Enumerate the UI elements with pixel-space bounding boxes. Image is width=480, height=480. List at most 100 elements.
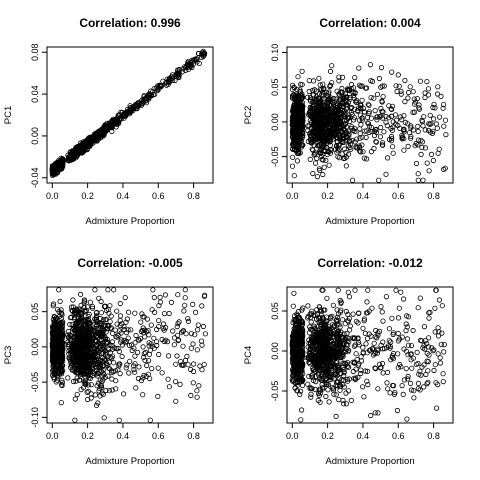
scatter-point (114, 334, 120, 340)
scatter-point (140, 314, 146, 320)
scatter-point (65, 332, 71, 338)
scatter-point (436, 114, 443, 120)
scatter-point (289, 163, 296, 169)
scatter-point (98, 382, 104, 389)
scatter-point (338, 89, 344, 95)
scatter-point (176, 67, 182, 73)
x-axis-label: Admixture Proportion (85, 216, 174, 227)
scatter-point (103, 316, 110, 322)
scatter-point (104, 336, 110, 343)
scatter-point (92, 135, 98, 141)
scatter-point (58, 348, 64, 354)
scatter-point (106, 346, 112, 353)
scatter-point (311, 114, 317, 120)
scatter-point (161, 310, 168, 317)
scatter-point (194, 347, 200, 353)
scatter-point (140, 98, 146, 105)
x-tick-label: 0.6 (152, 431, 165, 441)
x-tick-label: 0.2 (321, 431, 334, 441)
scatter-point (105, 373, 111, 379)
scatter-point (74, 151, 80, 157)
scatter-point (294, 158, 300, 164)
scatter-point (406, 130, 413, 136)
scatter-point (89, 303, 96, 310)
data-points (49, 287, 208, 423)
scatter-point (441, 123, 447, 129)
scatter-point (111, 360, 117, 366)
scatter-point (155, 393, 161, 399)
scatter-point (190, 341, 196, 347)
scatter-point (102, 374, 108, 380)
scatter-point (156, 351, 162, 358)
scatter-point (129, 342, 135, 348)
scatter-point (80, 139, 86, 145)
scatter-point (344, 102, 351, 108)
scatter-point (330, 302, 336, 308)
scatter-point (83, 375, 89, 381)
plot-frame (286, 286, 454, 424)
scatter-point (294, 86, 300, 93)
scatter-point (405, 89, 412, 96)
scatter-point (139, 311, 145, 317)
scatter-point (113, 124, 119, 130)
scatter-point (105, 339, 111, 346)
scatter-point (300, 134, 306, 140)
scatter-point (363, 85, 370, 91)
y-axis: -0.050.000.05 (270, 302, 287, 401)
x-tick-label: 0.0 (46, 191, 59, 201)
scatter-point (154, 326, 160, 333)
scatter-point (195, 322, 201, 328)
scatter-point (175, 292, 181, 298)
scatter-point (67, 356, 73, 362)
scatter-point (94, 373, 101, 379)
scatter-point (105, 287, 111, 293)
scatter-point (188, 392, 194, 398)
scatter-point (73, 378, 79, 384)
scatter-point (426, 121, 432, 127)
scatter-point (373, 139, 379, 145)
scatter-point (418, 151, 424, 157)
scatter-point (84, 341, 91, 347)
scatter-point (326, 137, 332, 143)
scatter-point (292, 122, 298, 128)
scatter-point (290, 136, 296, 142)
scatter-point (100, 129, 107, 135)
scatter-point (190, 380, 196, 386)
scatter-point (405, 95, 411, 101)
scatter-point (433, 121, 439, 127)
scatter-point (308, 130, 314, 136)
scatter-point (163, 324, 169, 331)
scatter-point (59, 379, 66, 386)
scatter-point (294, 101, 300, 108)
y-axis-label: PC4 (243, 346, 254, 364)
scatter-point (427, 112, 433, 118)
scatter-point (336, 104, 343, 110)
scatter-point (430, 157, 436, 164)
x-tick-label: 0.2 (81, 191, 94, 201)
scatter-point (149, 343, 155, 349)
scatter-point (325, 134, 332, 140)
scatter-point (383, 113, 389, 120)
scatter-point (428, 151, 435, 157)
scatter-point (352, 75, 358, 81)
scatter-point (316, 115, 322, 121)
scatter-point (117, 313, 124, 319)
scatter-point (424, 160, 430, 166)
scatter-point (87, 141, 93, 147)
scatter-point (90, 354, 96, 361)
scatter-point (388, 113, 395, 120)
scatter-point (417, 78, 423, 84)
scatter-point (126, 370, 132, 376)
scatter-point (118, 337, 124, 343)
scatter-point (94, 335, 100, 341)
y-tick-label: 0.00 (270, 113, 280, 131)
scatter-point (306, 88, 312, 95)
scatter-point (107, 366, 113, 372)
scatter-point (441, 166, 447, 172)
scatter-point (395, 330, 401, 337)
scatter-point (133, 385, 139, 391)
scatter-point (109, 342, 115, 349)
scatter-point (144, 362, 150, 369)
scatter-point (156, 317, 162, 324)
